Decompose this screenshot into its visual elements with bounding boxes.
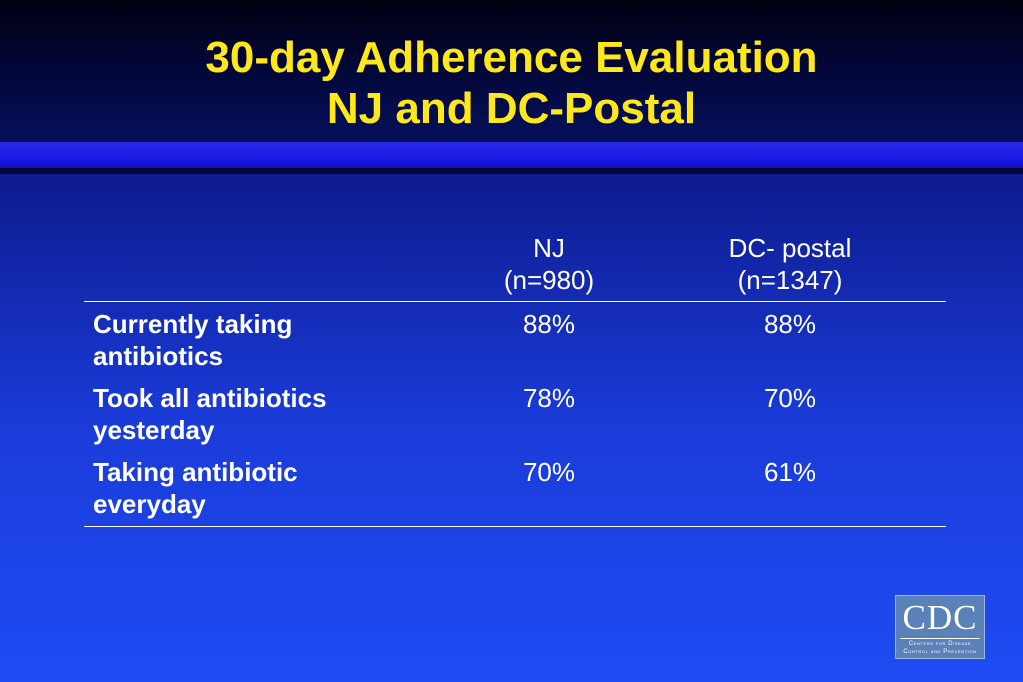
slide-header: 30-day Adherence Evaluation NJ and DC-Po… [0,0,1023,142]
row-label-line-1: Took all antibiotics [93,383,327,413]
table-header-row: NJ (n=980) DC- postal (n=1347) [84,228,946,302]
row-label-line-1: Currently taking [93,309,293,339]
header-empty-cell [84,228,464,302]
value-nj: 70% [464,450,634,527]
title-divider-bar [0,142,1023,174]
cdc-logo: CDC Centers for Disease Control and Prev… [895,595,985,659]
row-label: Currently taking antibiotics [84,302,464,377]
adherence-table: NJ (n=980) DC- postal (n=1347) Currently… [84,228,946,527]
header-nj: NJ (n=980) [464,228,634,302]
header-nj-name: NJ [533,233,565,263]
value-dc-postal: 70% [763,383,817,413]
cdc-logo-subtitle-1: Centers for Disease [908,641,972,647]
value-nj: 88% [522,309,576,339]
title-line-2: NJ and DC-Postal [326,84,697,133]
row-label: Taking antibiotic everyday [84,450,464,527]
row-label-line-2: everyday [93,489,206,519]
table-row: Took all antibiotics yesterday 78% 70% [84,376,946,450]
cdc-logo-rule [900,638,980,639]
row-label-line-1: Taking antibiotic [93,457,298,487]
table-row: Taking antibiotic everyday 70% 61% [84,450,946,527]
header-dc-name: DC- postal [728,233,852,263]
title-line-1: 30-day Adherence Evaluation [205,33,818,82]
row-label-line-2: antibiotics [93,341,224,371]
value-dc-postal: 61% [634,450,946,527]
header-dc-postal: DC- postal (n=1347) [634,228,946,302]
row-label-line-2: yesterday [93,415,215,445]
slide-title: 30-day Adherence Evaluation NJ and DC-Po… [0,32,1023,134]
header-dc-n: (n=1347) [737,265,843,295]
value-dc-postal: 88% [763,309,817,339]
cdc-logo-subtitle-2: Control and Prevention [903,649,977,655]
cdc-logo-letters: CDC [902,598,978,637]
table-row: Currently taking antibiotics 88% 88% [84,302,946,377]
header-nj-n: (n=980) [503,265,595,295]
row-label: Took all antibiotics yesterday [84,376,464,450]
value-nj: 78% [522,383,576,413]
